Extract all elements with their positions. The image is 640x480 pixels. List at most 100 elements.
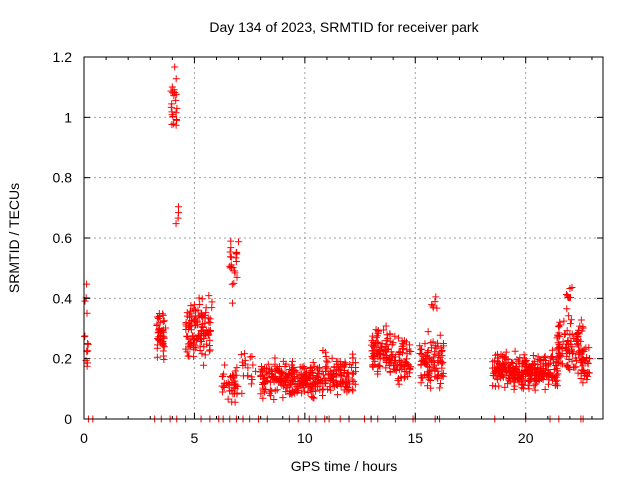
data-point (376, 355, 384, 363)
data-point (154, 315, 162, 323)
data-point (308, 368, 316, 376)
data-point (511, 366, 519, 374)
data-point (438, 364, 446, 372)
data-point (231, 377, 239, 385)
data-point (494, 350, 502, 358)
data-point (233, 390, 241, 398)
data-point (379, 354, 387, 362)
data-point (341, 359, 349, 367)
data-point (322, 357, 330, 365)
data-point (341, 376, 349, 384)
data-point (276, 362, 284, 370)
data-point (386, 368, 394, 376)
data-point (427, 344, 435, 352)
data-point (436, 384, 444, 392)
data-point (162, 324, 170, 332)
data-point (286, 389, 294, 397)
data-point (206, 326, 214, 334)
data-point (343, 372, 351, 380)
data-point (368, 337, 376, 345)
data-point (578, 354, 586, 362)
data-point (84, 340, 92, 348)
chart-title: Day 134 of 2023, SRMTID for receiver par… (209, 19, 479, 35)
data-point (228, 371, 236, 379)
data-point (186, 340, 194, 348)
data-point (332, 357, 340, 365)
data-point (563, 327, 571, 335)
data-point (499, 367, 507, 375)
data-point (259, 394, 267, 402)
data-point (375, 361, 383, 369)
data-point (183, 312, 191, 320)
data-point (198, 295, 206, 303)
data-point (566, 348, 574, 356)
data-point (382, 337, 390, 345)
data-point (231, 367, 239, 375)
data-point (188, 318, 196, 326)
data-point (425, 363, 433, 371)
data-point (322, 376, 330, 384)
data-point (224, 395, 232, 403)
data-point (395, 380, 403, 388)
data-point (228, 280, 236, 288)
data-point (196, 335, 204, 343)
data-point (489, 382, 497, 390)
data-point (391, 332, 399, 340)
data-point (83, 348, 91, 356)
data-point (263, 378, 271, 386)
data-point (520, 351, 528, 359)
data-point (563, 362, 571, 370)
data-point (504, 359, 512, 367)
data-point (577, 374, 585, 382)
data-point (322, 363, 330, 371)
data-point (83, 362, 91, 370)
data-point (382, 346, 390, 354)
data-point (429, 304, 437, 312)
data-point (431, 348, 439, 356)
data-point (241, 350, 249, 358)
data-point (518, 378, 526, 386)
data-point (314, 376, 322, 384)
data-point (160, 317, 168, 325)
data-point (427, 339, 435, 347)
data-point (244, 364, 252, 372)
data-point (350, 378, 358, 386)
data-point (202, 309, 210, 317)
data-point (580, 367, 588, 375)
data-point (270, 374, 278, 382)
data-point (330, 366, 338, 374)
data-point (172, 121, 180, 129)
data-point (373, 338, 381, 346)
data-point (511, 382, 519, 390)
data-point (496, 374, 504, 382)
data-point (300, 365, 308, 373)
data-point (302, 374, 310, 382)
data-point (499, 352, 507, 360)
data-point (309, 393, 317, 401)
data-point (431, 298, 439, 306)
data-point (489, 364, 497, 372)
data-point (332, 370, 340, 378)
y-tick-label: 0.6 (53, 230, 73, 246)
data-point (386, 330, 394, 338)
data-point (554, 332, 562, 340)
data-point (419, 374, 427, 382)
data-point (585, 354, 593, 362)
data-point (185, 335, 193, 343)
data-point (319, 371, 327, 379)
data-point (258, 363, 266, 371)
data-point (201, 351, 209, 359)
data-point (153, 353, 161, 361)
data-point (501, 383, 509, 391)
data-point (398, 342, 406, 350)
data-point (227, 253, 235, 261)
data-point (265, 389, 273, 397)
data-point (397, 373, 405, 381)
data-point (567, 316, 575, 324)
data-point (566, 284, 574, 292)
data-point (534, 360, 542, 368)
data-point (509, 359, 517, 367)
data-point (172, 109, 180, 117)
data-point (420, 352, 428, 360)
data-point (270, 396, 278, 404)
